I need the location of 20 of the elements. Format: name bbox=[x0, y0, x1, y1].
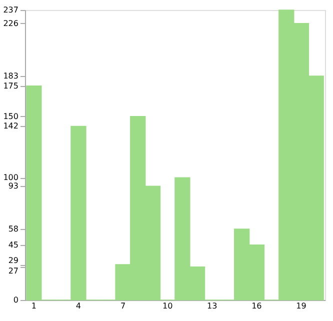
y-tick-label: 226 bbox=[3, 18, 18, 28]
y-tick-label: 93 bbox=[8, 182, 18, 191]
x-tick-label: 10 bbox=[162, 302, 173, 310]
y-tick-label: 27 bbox=[8, 266, 18, 276]
x-tick-label: 13 bbox=[207, 302, 218, 310]
x-tick-label: 19 bbox=[296, 302, 306, 310]
x-tick-label: 16 bbox=[252, 302, 262, 310]
y-tick-label: 183 bbox=[3, 72, 18, 81]
y-tick-label: 237 bbox=[3, 6, 18, 14]
y-tick-label: 142 bbox=[3, 122, 18, 131]
y-tick-label: 45 bbox=[8, 240, 18, 250]
x-tick-label: 7 bbox=[120, 302, 126, 310]
y-tick-label: 150 bbox=[3, 112, 18, 121]
y-tick-label: 29 bbox=[8, 256, 18, 266]
y-tick-label: 175 bbox=[3, 81, 18, 90]
y-tick-label: 100 bbox=[3, 173, 18, 182]
y-tick-label: 58 bbox=[8, 224, 18, 234]
x-tick-label: 4 bbox=[76, 302, 82, 310]
y-tick-label: 0 bbox=[13, 296, 18, 304]
x-tick-label: 1 bbox=[31, 302, 36, 310]
